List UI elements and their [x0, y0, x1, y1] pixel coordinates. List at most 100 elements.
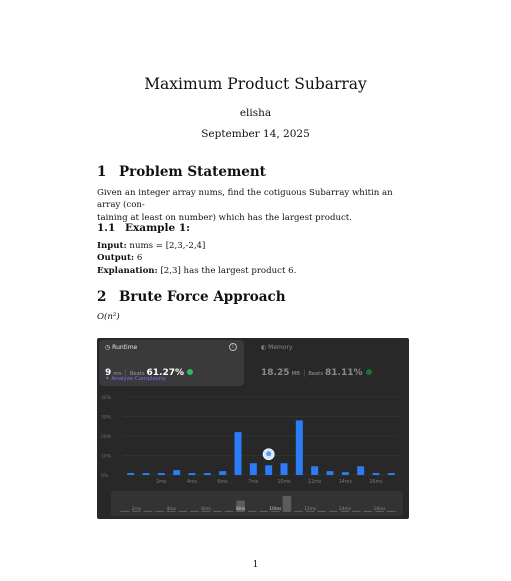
- overview-tick-label: 12ms: [304, 506, 317, 512]
- chart-bar: [249, 463, 257, 475]
- overview-bar: [294, 510, 303, 512]
- overview-bar: [178, 510, 187, 512]
- overview-bar: [190, 510, 199, 512]
- memory-card[interactable]: ◐ Memory 18.25 MB | Beats 81.11%: [255, 340, 405, 386]
- overview-bar: [329, 510, 338, 512]
- example-block: Input: nums = [2,3,-2,4] Output: 6 Expla…: [97, 240, 417, 277]
- analyze-complexity-link[interactable]: ✦ Analyze Complexity: [105, 376, 166, 382]
- overview-bar: [375, 510, 384, 512]
- overview-bar: [213, 510, 222, 512]
- overview-bar: [120, 510, 130, 512]
- overview-bar: [305, 510, 315, 512]
- x-tick-label: 6ms: [218, 479, 229, 485]
- overview-bar: [363, 510, 373, 512]
- user-avatar-face: [266, 451, 272, 457]
- overview-bar: [224, 510, 234, 512]
- x-tick-label: 14ms: [339, 479, 353, 485]
- page-number: 1: [252, 560, 259, 570]
- info-icon[interactable]: i: [229, 343, 237, 351]
- complexity-formula: O(n²): [97, 312, 120, 322]
- memory-beats-label: Beats: [308, 371, 324, 377]
- subsection-number: 1.1: [97, 222, 116, 234]
- analyze-complexity-label: Analyze Complexity: [111, 376, 166, 382]
- example-explanation: Explanation: [2,3] has the largest produ…: [97, 265, 297, 276]
- chart-bar: [357, 466, 365, 475]
- runtime-header: ◷ Runtime: [105, 344, 137, 351]
- section-title: Brute Force Approach: [119, 289, 286, 305]
- runtime-unit: ms: [113, 371, 122, 377]
- overview-bar: [386, 510, 396, 512]
- section-title: Problem Statement: [119, 164, 266, 180]
- memory-chip-icon: ◐: [261, 344, 267, 351]
- chart-bar: [387, 473, 395, 475]
- overview-bar: [201, 510, 211, 512]
- overview-tick-label: 16ms: [374, 506, 387, 512]
- chart-bar: [280, 463, 288, 475]
- overview-bar: [340, 510, 350, 512]
- overview-bar: [155, 510, 164, 512]
- trophy-icon: [187, 369, 194, 375]
- sparkle-icon: ✦: [105, 376, 110, 382]
- memory-stats: 18.25 MB | Beats 81.11%: [261, 360, 372, 379]
- memory-label: Memory: [268, 344, 293, 351]
- x-tick-label: 16ms: [369, 479, 383, 485]
- y-tick-label: 30%: [101, 415, 112, 421]
- section-heading-brute-force: 2 Brute Force Approach: [97, 289, 286, 305]
- chart-bar: [372, 473, 380, 475]
- section-number: 1: [97, 164, 107, 180]
- overview-tick-label: 6ms: [201, 506, 211, 512]
- chart-bar: [326, 471, 334, 475]
- chart-bar: [203, 473, 211, 475]
- subsection-heading-example-1: 1.1 Example 1:: [97, 222, 190, 234]
- y-tick-label: 10%: [101, 454, 112, 460]
- overview-bar: [317, 510, 326, 512]
- chart-bar: [188, 473, 196, 475]
- x-tick-label: 2ms: [156, 479, 167, 485]
- chart-bar: [127, 473, 135, 475]
- runtime-beats-label: Beats: [129, 371, 145, 377]
- x-tick-label: 7ms: [248, 479, 259, 485]
- overview-bar: [271, 510, 280, 512]
- divider: |: [303, 369, 306, 377]
- x-tick-label: 10ms: [277, 479, 291, 485]
- clock-icon: ◷: [105, 344, 111, 351]
- divider: |: [124, 369, 127, 377]
- runtime-card[interactable]: ◷ Runtime i 9 ms | Beats 61.27% ✦ Analyze Co…: [99, 340, 244, 386]
- overview-bar: [143, 510, 153, 512]
- runtime-stats: 9 ms | Beats 61.27%: [105, 360, 194, 379]
- memory-beats-percent: 81.11%: [325, 368, 363, 378]
- runtime-distribution-chart[interactable]: 40% 30% 20% 10% 0% 2ms 4ms 6ms 7ms 10ms 12ms 14ms 16…: [97, 338, 409, 519]
- problem-line: taining at least on number) which has th…: [97, 212, 352, 223]
- document-date: September 14, 2025: [201, 128, 310, 140]
- runtime-beats-percent: 61.27%: [146, 368, 185, 378]
- overview-bar: [166, 510, 176, 512]
- y-tick-label: 20%: [101, 434, 112, 440]
- overview-tick-label: 14ms: [339, 506, 352, 512]
- example-output: Output: 6: [97, 253, 143, 264]
- leetcode-submission-screenshot: ◷ Runtime i 9 ms | Beats 61.27% ✦ Analyze Co…: [97, 338, 409, 519]
- overview-bar: [247, 510, 257, 512]
- chart-bar: [157, 473, 165, 475]
- x-tick-label: 12ms: [308, 479, 322, 485]
- overview-tick-label: 4ms: [166, 506, 176, 512]
- chart-bar: [265, 465, 273, 475]
- subsection-title: Example 1:: [125, 222, 191, 234]
- overview-tick-label: 2ms: [132, 506, 142, 512]
- problem-line: Given an integer array nums, find the co…: [97, 188, 393, 211]
- chart-bar: [295, 420, 303, 475]
- memory-value: 18.25: [261, 368, 290, 378]
- document-title: Maximum Product Subarray: [144, 75, 367, 93]
- document-author: elisha: [239, 107, 272, 119]
- chart-bar: [311, 466, 319, 475]
- problem-description: Given an integer array nums, find the co…: [97, 187, 417, 224]
- overview-bar: [352, 510, 361, 512]
- memory-unit: MB: [291, 371, 300, 377]
- overview-bar: [282, 496, 292, 512]
- memory-header: ◐ Memory: [261, 344, 293, 351]
- chart-bar: [173, 470, 181, 475]
- chart-bar: [142, 473, 150, 475]
- overview-tick-label: 10ms: [269, 506, 282, 512]
- section-heading-problem-statement: 1 Problem Statement: [97, 164, 266, 180]
- chart-bar: [234, 432, 242, 475]
- y-tick-label: 0%: [101, 473, 109, 479]
